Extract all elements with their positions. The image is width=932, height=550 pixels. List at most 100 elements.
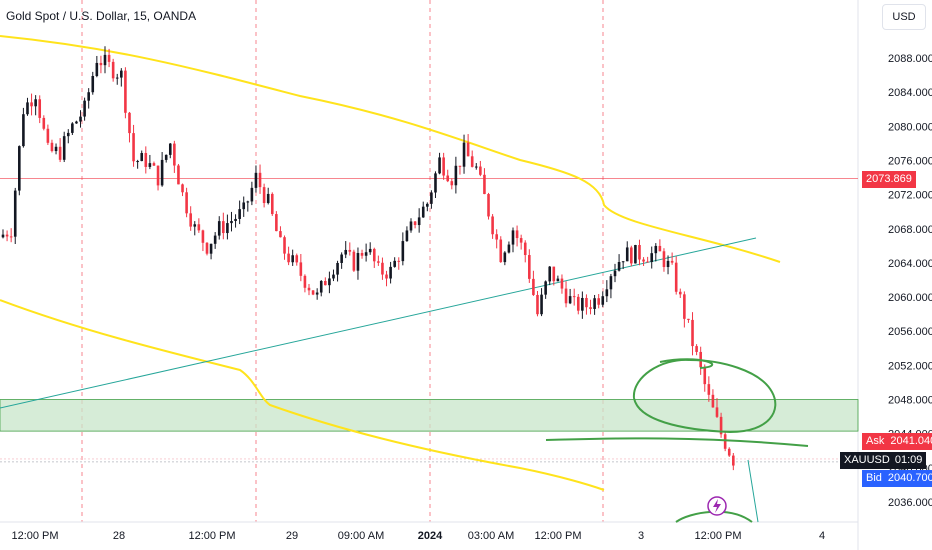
candle-body [213, 235, 217, 244]
countdown-value: 01:09 [894, 454, 923, 466]
drawn-ellipse-tail [659, 358, 714, 369]
candle-body [54, 146, 58, 152]
candle-body [674, 262, 678, 292]
candle-body [630, 247, 633, 264]
candle-body [727, 448, 731, 456]
candle-body [638, 245, 641, 260]
candle-body [430, 192, 433, 204]
y-tick-label: 2068.000 [888, 224, 932, 236]
candle-body [164, 154, 168, 160]
candle-body [662, 251, 666, 268]
candle-body [356, 253, 360, 271]
candle-body [332, 274, 335, 279]
y-tick-label: 2048.000 [888, 395, 932, 407]
candle-body [715, 407, 719, 417]
ask-price-tag: Ask 2041.040 [862, 433, 932, 450]
candle-body [397, 260, 401, 262]
candle-body [470, 156, 474, 167]
candle-body [381, 262, 384, 275]
candle-body [185, 192, 188, 214]
candle-body [360, 253, 364, 256]
candle-body [540, 294, 543, 315]
candle-body [401, 241, 405, 262]
candle-body [18, 146, 21, 191]
candle-body [483, 174, 486, 195]
candle-body [62, 136, 66, 160]
candle-body [479, 166, 482, 175]
candle-body [168, 143, 172, 155]
candle-body [438, 157, 441, 174]
candle-body [87, 92, 90, 101]
candle-body [283, 237, 286, 254]
candle-body [491, 216, 494, 235]
candle-body [393, 260, 396, 267]
candle-body [226, 223, 229, 234]
bid-label: Bid [866, 472, 882, 484]
support-zone [0, 399, 859, 432]
candle-body [670, 260, 674, 263]
candle-body [50, 142, 54, 152]
candle-body [519, 238, 523, 243]
chart-title: Gold Spot / U.S. Dollar, 15, OANDA [6, 9, 197, 23]
candle-body [572, 296, 576, 298]
candle-body [344, 249, 348, 255]
candle-body [389, 266, 392, 279]
drawn-ellipse [632, 358, 777, 434]
currency-button[interactable]: USD [882, 4, 926, 30]
drawn-support-line [545, 437, 809, 447]
candle-body [613, 270, 617, 277]
candle-body [238, 209, 241, 219]
x-tick-label: 3 [638, 530, 644, 542]
candle-body [279, 231, 282, 238]
trend-line [0, 237, 757, 409]
candle-body [246, 201, 250, 203]
candle-body [552, 266, 556, 282]
ask-value: 2041.040 [890, 435, 932, 447]
candle-body [421, 206, 425, 218]
candle-body [79, 116, 82, 122]
candle-body [499, 239, 503, 263]
candle-body [450, 181, 454, 186]
candle-body [466, 142, 470, 157]
candle-body [523, 242, 527, 256]
candle-body [38, 99, 42, 118]
candle-body [328, 278, 331, 286]
candle-body [136, 161, 139, 163]
candle-body [9, 236, 13, 238]
candle-body [42, 117, 46, 129]
candle-body [315, 292, 319, 295]
candle-body [605, 289, 609, 297]
candle-body [507, 244, 511, 253]
candle-body [528, 255, 531, 279]
candle-body [495, 234, 498, 240]
candle-body [515, 230, 519, 239]
candle-body [197, 224, 201, 231]
x-tick-label: 12:00 PM [694, 530, 741, 542]
candle-body [26, 102, 29, 115]
candle-body [719, 416, 723, 435]
candle-body [654, 245, 658, 254]
candle-body [678, 291, 682, 295]
candle-body [234, 218, 237, 222]
candle-body [446, 175, 450, 182]
candle-body [462, 142, 466, 167]
candle-body [58, 146, 62, 160]
bid-value: 2040.700 [887, 472, 932, 484]
candle-body [650, 253, 654, 263]
candle-body [581, 297, 584, 311]
lower-band-line [0, 299, 605, 491]
y-tick-label: 2056.000 [888, 326, 932, 338]
candle-body [266, 193, 270, 204]
candle-body [270, 193, 274, 215]
candle-body [544, 281, 547, 295]
candle-body [205, 242, 209, 254]
candle-body [372, 248, 376, 262]
candle-body [193, 224, 197, 227]
candle-body [275, 214, 278, 232]
candle-body [291, 255, 294, 263]
candle-body [22, 114, 25, 147]
x-tick-label: 12:00 PM [534, 530, 581, 542]
candle-body [377, 261, 380, 263]
